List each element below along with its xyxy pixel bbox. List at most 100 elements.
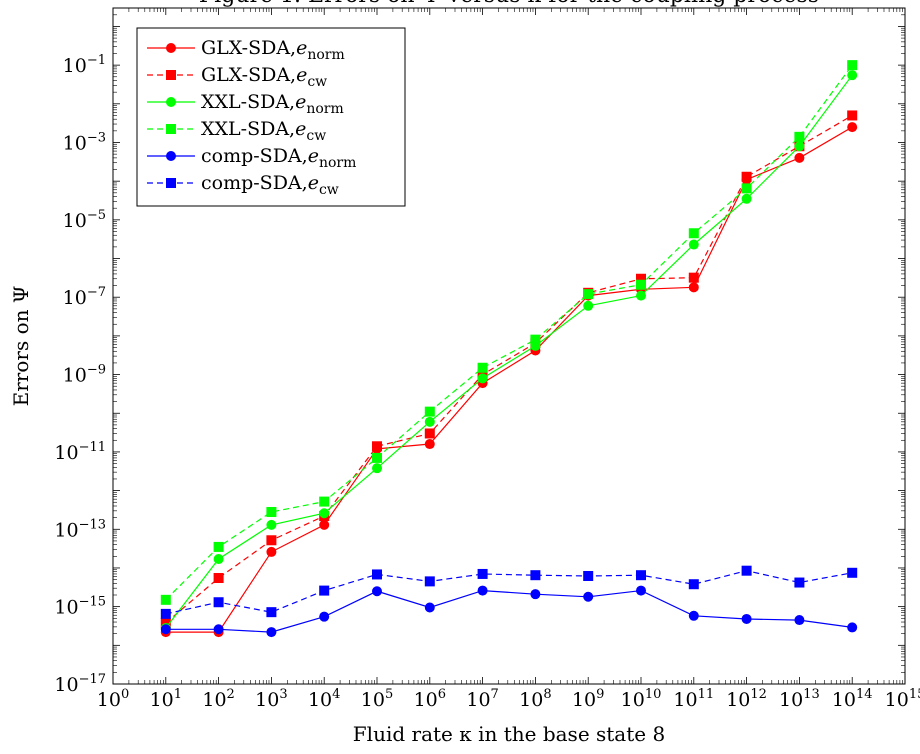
data-point [688,579,699,590]
data-point [847,567,858,578]
data-point [160,608,171,619]
data-point [319,585,330,596]
data-point [583,570,594,581]
legend-swatch-marker [166,97,176,107]
data-point [213,624,224,635]
data-point [636,570,646,581]
plot-frame [112,7,906,685]
data-point [319,519,330,530]
data-point [530,589,541,600]
series-line [165,126,853,633]
data-point [794,131,805,142]
data-point [213,573,224,584]
data-point [636,290,646,301]
series-line [165,570,853,615]
x-tick-label: 103 [255,687,287,711]
minor-ticks [113,8,905,684]
data-point [160,594,171,605]
y-tick-labels: 10−17 10−15 10−13 10−11 10−9 10−7 10−5 10−3 10−1 [54,53,106,696]
y-tick-label: 10−7 [63,285,106,309]
legend-label: comp-SDA,ecw [201,172,339,198]
series-5 [160,565,858,619]
data-point [794,152,805,163]
data-point [477,362,488,373]
data-point [847,110,858,121]
y-tick-label: 10−17 [54,672,106,696]
data-point [530,570,541,581]
legend-label: GLX-SDA,ecw [201,64,327,90]
data-point [847,122,858,133]
data-point [160,624,171,635]
x-tick-label: 102 [202,687,234,711]
y-tick-label: 10−5 [63,208,106,232]
y-tick-label: 10−1 [63,53,106,77]
data-point [741,565,752,576]
y-tick-label: 10−9 [63,363,106,387]
x-tick-label: 104 [308,687,340,711]
data-point [266,546,277,557]
x-tick-label: 1010 [621,687,662,711]
data-point [424,576,435,587]
data-point [688,282,699,293]
series-line [165,114,853,624]
data-point [424,602,435,613]
y-tick-label: 10−15 [54,595,106,619]
data-point [266,506,277,517]
data-point [213,554,224,565]
data-point [847,70,858,81]
data-point [372,586,382,597]
legend-box [136,27,406,207]
data-point [636,585,646,596]
series-line [165,74,853,629]
major-ticks [112,8,906,685]
data-point [266,535,277,546]
data-point [372,441,382,452]
data-point [583,300,594,311]
data-point [266,627,277,638]
legend-swatch-marker [166,70,176,80]
data-point [160,617,171,628]
data-point [794,577,805,588]
x-tick-label: 1015 [885,687,920,711]
data-point [688,239,699,250]
data-point [741,193,752,204]
x-axis-label: Fluid rate κ in the base state 8 [353,722,665,746]
legend-swatch-marker [166,43,176,53]
data-point [636,273,646,284]
data-point [477,568,488,579]
series-3 [160,60,858,605]
chart-title: Figure 1. Errors on Ψ versus κ for the c… [199,0,819,8]
data-point [794,615,805,626]
data-point [319,508,330,519]
data-point [372,463,382,474]
data-point [424,428,435,439]
legend-label: XXL-SDA,enorm [201,91,344,117]
legend-label: GLX-SDA,enorm [201,37,345,63]
data-point [636,279,646,290]
data-point [319,496,330,507]
data-point [794,141,805,152]
x-tick-label: 108 [519,687,551,711]
x-tick-label: 109 [572,687,604,711]
y-axis-label: Errors on Ψ [9,286,33,407]
series-4 [160,585,858,638]
data-point [372,452,382,463]
series-line [165,589,853,633]
x-tick-label: 1011 [673,687,714,711]
data-point [741,613,752,624]
legend: GLX-SDA,enormGLX-SDA,ecwXXL-SDA,enormXXL… [136,27,406,207]
x-tick-label: 105 [361,687,393,711]
legend-swatch-marker [166,124,176,134]
series-line [165,64,853,601]
data-point [688,228,699,239]
x-tick-labels: 100 101 102 103 104 105 106 107 108 109 1010 1011 10… [97,687,920,711]
x-tick-label: 1014 [832,687,873,711]
data-point [477,373,488,384]
data-point [741,183,752,194]
y-tick-label: 10−13 [54,517,106,541]
y-tick-label: 10−11 [54,440,106,464]
data-point [372,569,382,580]
data-point [424,439,435,450]
data-point [741,171,752,182]
